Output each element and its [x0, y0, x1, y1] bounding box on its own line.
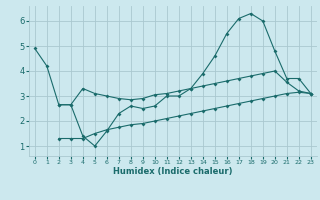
X-axis label: Humidex (Indice chaleur): Humidex (Indice chaleur)	[113, 167, 233, 176]
